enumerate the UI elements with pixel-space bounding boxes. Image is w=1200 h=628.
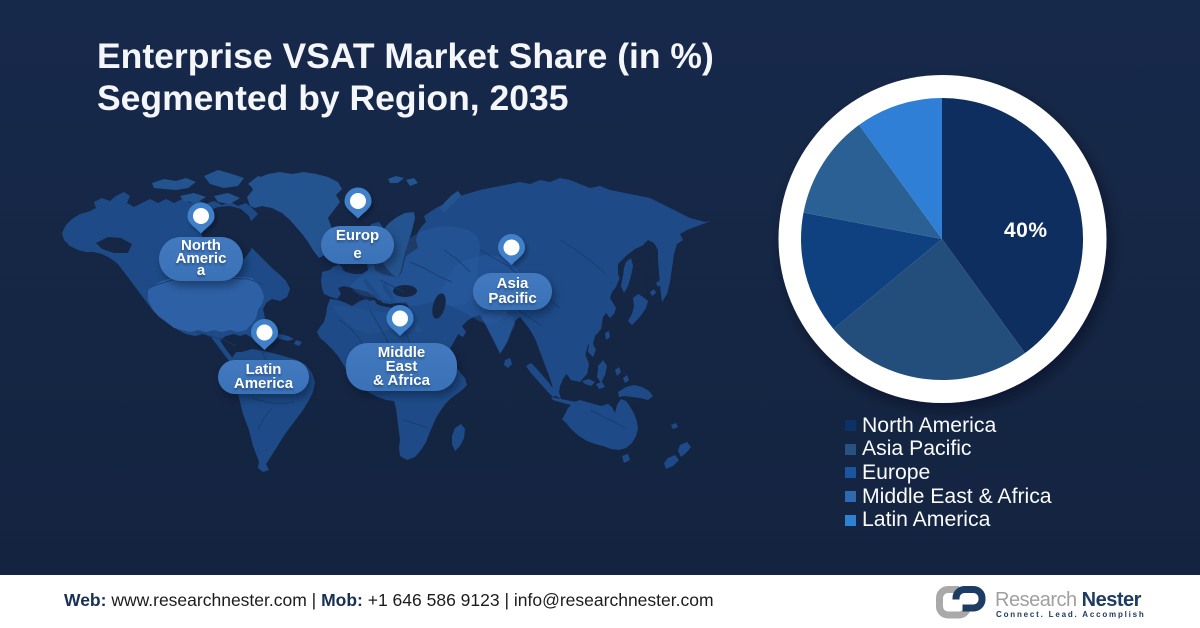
svg-text:Connect. Lead. Accomplish: Connect. Lead. Accomplish xyxy=(996,610,1146,619)
svg-text:Research Nester: Research Nester xyxy=(995,589,1142,611)
